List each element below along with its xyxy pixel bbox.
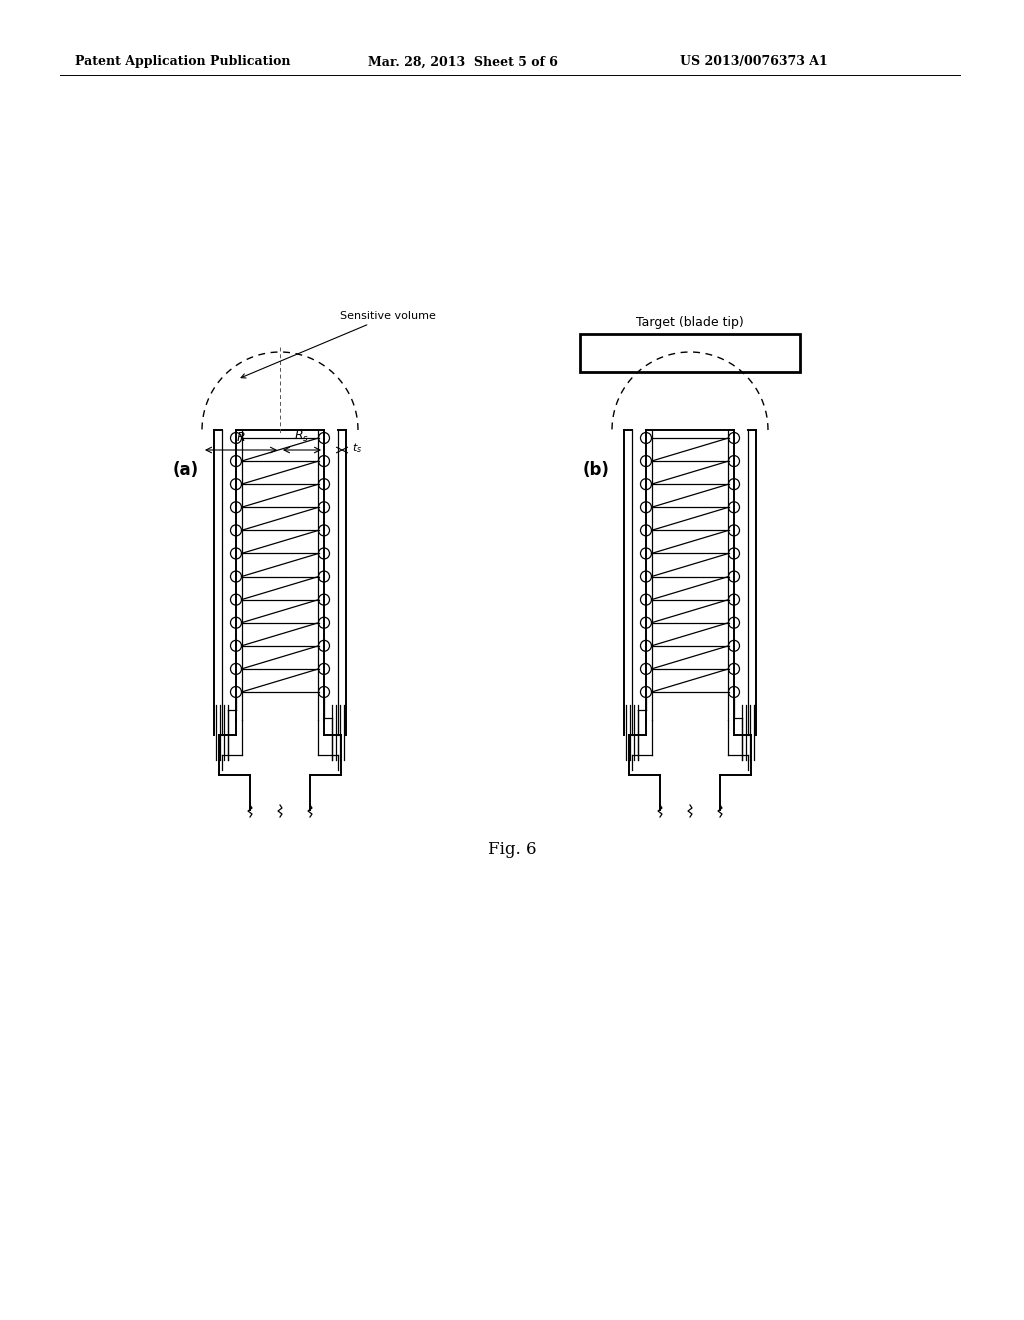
Text: Target (blade tip): Target (blade tip) [636, 315, 743, 329]
Text: Sensitive volume: Sensitive volume [241, 312, 436, 378]
Text: (a): (a) [173, 461, 199, 479]
Text: Patent Application Publication: Patent Application Publication [75, 55, 291, 69]
Text: US 2013/0076373 A1: US 2013/0076373 A1 [680, 55, 827, 69]
Text: Mar. 28, 2013  Sheet 5 of 6: Mar. 28, 2013 Sheet 5 of 6 [368, 55, 558, 69]
Bar [580, 334, 800, 372]
Text: R: R [237, 432, 246, 444]
Text: (b): (b) [582, 461, 609, 479]
Text: $t_s$: $t_s$ [352, 441, 362, 455]
Text: Fig. 6: Fig. 6 [487, 842, 537, 858]
Text: $R_s$: $R_s$ [295, 429, 309, 444]
